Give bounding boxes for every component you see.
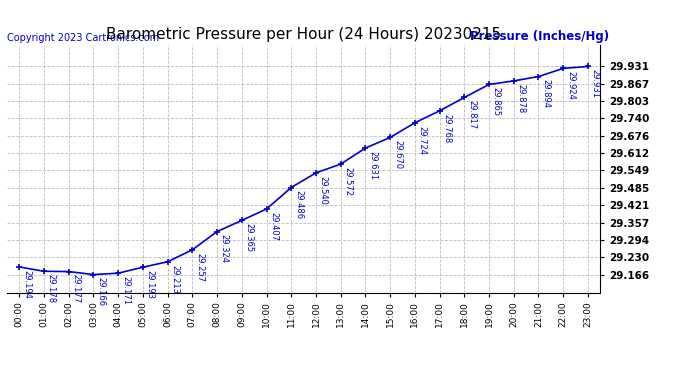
Text: 29.171: 29.171 (121, 276, 130, 305)
Text: 29.817: 29.817 (467, 100, 476, 129)
Text: 29.193: 29.193 (146, 270, 155, 299)
Text: 29.177: 29.177 (72, 274, 81, 303)
Text: 29.486: 29.486 (294, 190, 303, 219)
Text: 29.572: 29.572 (344, 167, 353, 196)
Text: Pressure (Inches/Hg): Pressure (Inches/Hg) (470, 30, 609, 42)
Text: 29.540: 29.540 (319, 176, 328, 204)
Text: 29.365: 29.365 (244, 223, 253, 252)
Text: 29.257: 29.257 (195, 253, 204, 282)
Text: 29.407: 29.407 (269, 212, 278, 241)
Text: 29.178: 29.178 (47, 274, 56, 303)
Text: 29.213: 29.213 (170, 264, 179, 294)
Text: 29.166: 29.166 (96, 278, 105, 306)
Text: 29.194: 29.194 (22, 270, 31, 298)
Text: 29.670: 29.670 (393, 140, 402, 170)
Text: 29.724: 29.724 (417, 126, 426, 154)
Text: 29.894: 29.894 (541, 80, 550, 108)
Title: Barometric Pressure per Hour (24 Hours) 20230215: Barometric Pressure per Hour (24 Hours) … (106, 27, 501, 42)
Text: 29.865: 29.865 (492, 87, 501, 116)
Text: 29.924: 29.924 (566, 71, 575, 100)
Text: 29.631: 29.631 (368, 151, 377, 180)
Text: 29.931: 29.931 (591, 69, 600, 98)
Text: 29.768: 29.768 (442, 114, 451, 143)
Text: 29.324: 29.324 (220, 234, 229, 263)
Text: 29.878: 29.878 (517, 84, 526, 113)
Text: Copyright 2023 Cartronics.com: Copyright 2023 Cartronics.com (8, 33, 159, 42)
